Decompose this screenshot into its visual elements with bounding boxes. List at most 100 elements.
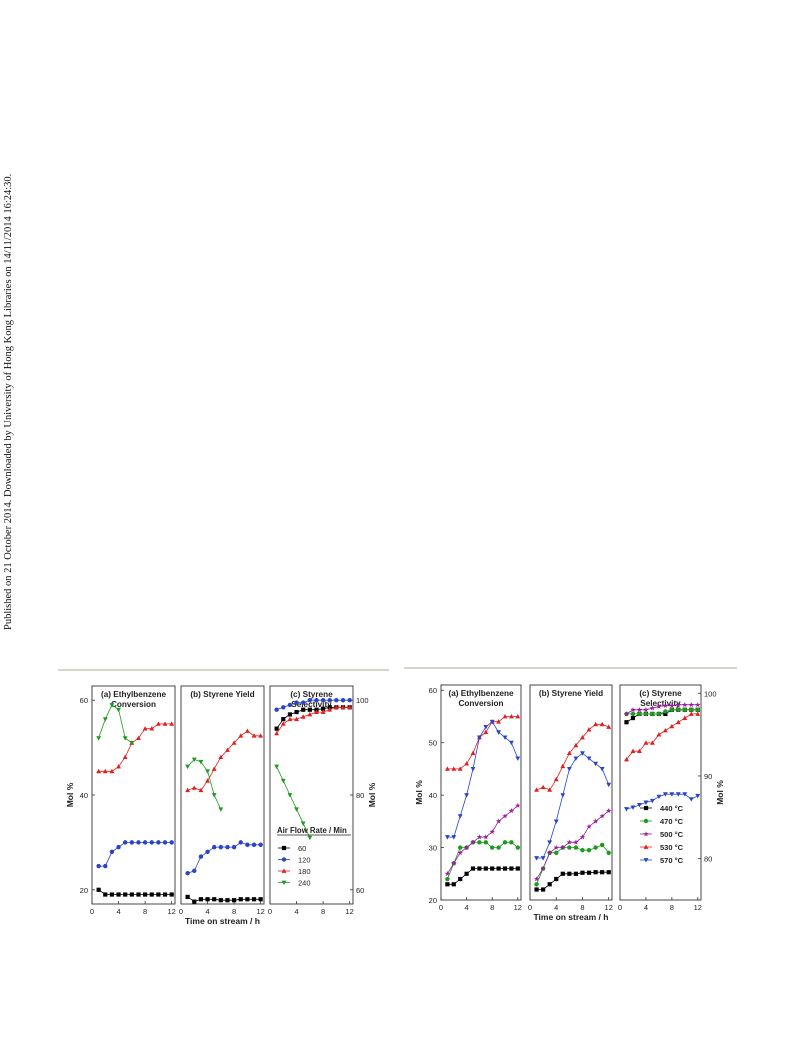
data-point: [129, 740, 135, 746]
data-point: [251, 733, 257, 738]
x-axis-label: Time on stream / h: [185, 916, 260, 926]
data-point: [675, 792, 681, 797]
panel-title: (c) Styrene: [639, 689, 682, 698]
data-point: [96, 863, 101, 869]
data-point: [540, 865, 546, 871]
data-point: [245, 897, 250, 902]
data-point: [580, 751, 585, 756]
data-point: [502, 866, 508, 871]
y-tick-label: 60: [80, 696, 88, 705]
data-point: [515, 866, 520, 871]
data-point: [218, 898, 223, 903]
data-point: [116, 764, 121, 769]
data-point: [347, 704, 353, 710]
data-point: [663, 711, 668, 717]
data-point: [109, 768, 115, 774]
series-440-C: [445, 866, 520, 887]
data-point: [669, 792, 675, 797]
legend-item: 470 °C: [640, 817, 684, 826]
data-point: [606, 808, 612, 814]
data-point: [116, 844, 121, 850]
legend-swatch: [281, 845, 287, 851]
data-point: [496, 719, 502, 724]
series-530-C: [624, 711, 701, 762]
x-tick-label: 0: [439, 903, 443, 912]
data-point: [682, 792, 688, 797]
series-570-C: [624, 792, 701, 812]
data-point: [109, 849, 115, 855]
data-point: [218, 754, 224, 759]
data-point: [676, 707, 681, 713]
data-point: [547, 787, 553, 792]
data-point: [327, 707, 333, 712]
panel-title: Conversion: [111, 700, 156, 709]
data-point: [547, 840, 553, 845]
x-tick-label: 8: [670, 903, 674, 912]
data-point: [136, 840, 141, 845]
data-point: [185, 894, 190, 899]
data-point: [495, 818, 502, 824]
data-point: [579, 834, 586, 840]
left-separator-rule: [58, 669, 389, 671]
legend-swatch: [643, 831, 649, 837]
data-point: [231, 740, 237, 745]
data-point: [251, 897, 257, 902]
x-tick-label: 0: [618, 903, 622, 912]
data-point: [669, 707, 675, 713]
data-point: [599, 842, 605, 848]
data-point: [502, 840, 508, 845]
data-point: [333, 704, 339, 710]
data-point: [554, 850, 559, 856]
data-point: [347, 698, 352, 703]
data-point: [321, 706, 326, 711]
series-240: [185, 757, 224, 812]
right-separator-rule: [404, 667, 737, 669]
data-point: [307, 698, 313, 703]
legend-swatch: [643, 858, 649, 863]
x-tick-label: 0: [179, 907, 183, 916]
data-point: [586, 847, 592, 853]
data-point: [307, 835, 313, 841]
legend-swatch: [643, 805, 649, 811]
data-point: [300, 821, 306, 826]
data-point: [560, 793, 566, 798]
legend-label: 570 °C: [660, 856, 684, 865]
data-point: [156, 840, 161, 845]
data-point: [244, 728, 250, 733]
x-tick-label: 8: [321, 907, 325, 916]
data-point: [515, 713, 521, 719]
series-line: [276, 706, 350, 734]
data-point: [300, 714, 306, 719]
data-point: [688, 797, 694, 802]
data-point: [116, 707, 121, 713]
legend-item: 240: [278, 879, 311, 888]
data-point: [205, 897, 210, 902]
data-point: [327, 698, 332, 703]
data-point: [205, 778, 210, 783]
legend-label: 500 °C: [660, 830, 684, 839]
data-point: [96, 887, 101, 892]
data-point: [630, 715, 636, 721]
data-point: [682, 715, 688, 720]
data-point: [560, 844, 566, 850]
legend-swatch: [281, 880, 287, 886]
data-point: [294, 716, 299, 722]
series-line: [98, 704, 133, 744]
data-point: [274, 726, 279, 731]
y-tick-label: 20: [429, 896, 437, 905]
data-point: [490, 866, 495, 871]
data-point: [314, 709, 319, 714]
data-point: [489, 845, 495, 850]
data-point: [534, 856, 539, 861]
data-point: [502, 713, 508, 719]
x-tick-label: 8: [143, 907, 147, 916]
x-tick-label: 8: [232, 907, 236, 916]
data-point: [566, 767, 572, 772]
x-tick-label: 0: [268, 907, 272, 916]
x-tick-label: 0: [528, 903, 532, 912]
legend: 440 °C 470 °C 500 °C 530 °C 570 °C: [640, 804, 684, 865]
y-right-axis-label: Mol %: [367, 782, 377, 807]
legend-label: 180: [298, 867, 311, 876]
y-right-tick-label: 60: [356, 886, 364, 895]
